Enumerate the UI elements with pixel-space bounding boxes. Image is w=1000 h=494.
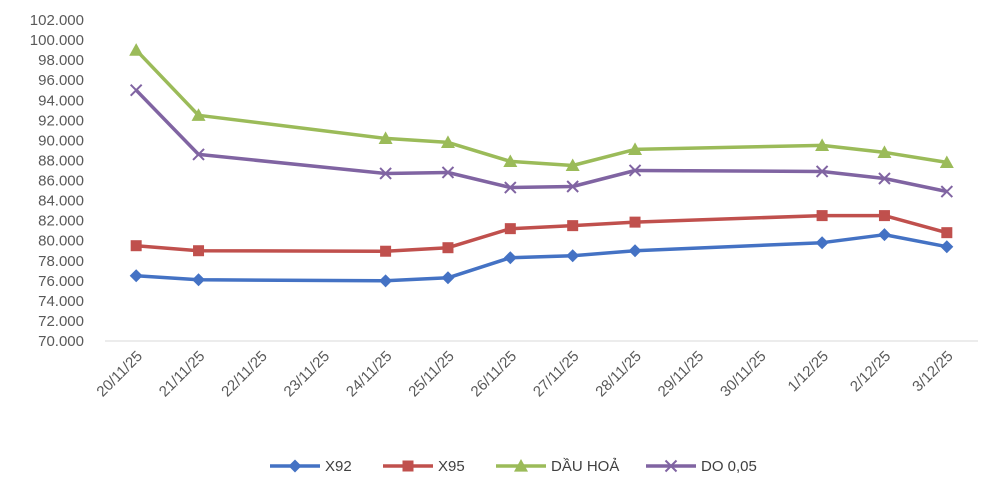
data-point-do-0-05 bbox=[628, 164, 642, 177]
legend-item: DẦU HOẢ bbox=[496, 458, 619, 475]
x-tick-label: 20/11/25 bbox=[93, 348, 146, 401]
series-line-do-0-05 bbox=[134, 88, 948, 194]
legend: X92 X95 DẦU HOẢ DO 0,05 bbox=[270, 458, 757, 475]
legend-label: DẦU HOẢ bbox=[551, 458, 619, 475]
legend-label: X92 bbox=[325, 458, 352, 475]
legend-marker bbox=[514, 459, 528, 472]
y-tick-label: 88.000 bbox=[38, 152, 84, 169]
y-tick-label: 94.000 bbox=[38, 92, 84, 109]
legend-label: DO 0,05 bbox=[701, 458, 757, 475]
data-point-do-0-05 bbox=[566, 180, 579, 193]
data-point-do-0-05 bbox=[129, 84, 143, 97]
data-point-x92 bbox=[628, 244, 642, 258]
y-axis-tick-labels: 70.000 72.000 74.000 76.000 78.000 80.000 82.0… bbox=[30, 12, 84, 350]
y-tick-label: 80.000 bbox=[38, 233, 84, 250]
data-point-d-u-ho- bbox=[628, 142, 643, 156]
x-tick-label: 23/11/25 bbox=[281, 348, 334, 401]
x-tick-label: 26/11/25 bbox=[468, 348, 521, 401]
x-tick-label: 30/11/25 bbox=[717, 348, 770, 401]
data-point-x95 bbox=[878, 210, 890, 222]
data-point-do-0-05 bbox=[504, 181, 517, 194]
data-point-x95 bbox=[504, 223, 516, 235]
x-axis-tick-labels: 20/11/25 21/11/25 22/11/25 23/11/25 24/11/25… bbox=[93, 348, 956, 401]
data-point-x92 bbox=[566, 249, 580, 263]
y-tick-label: 82.000 bbox=[38, 213, 84, 230]
data-point-x95 bbox=[193, 245, 205, 257]
legend-item: X92 bbox=[270, 458, 352, 475]
x-tick-label: 24/11/25 bbox=[343, 348, 396, 401]
series-line-d-u-ho- bbox=[134, 48, 948, 168]
x-tick-label: 21/11/25 bbox=[156, 348, 209, 401]
data-point-do-0-05 bbox=[379, 167, 392, 180]
y-tick-label: 72.000 bbox=[38, 313, 84, 330]
data-point-x92 bbox=[815, 236, 829, 250]
y-tick-label: 78.000 bbox=[38, 253, 84, 270]
x-tick-label: 25/11/25 bbox=[405, 348, 458, 401]
data-point-x92 bbox=[441, 271, 455, 285]
data-point-d-u-ho- bbox=[565, 158, 580, 172]
data-point-x95 bbox=[816, 210, 828, 222]
y-tick-label: 98.000 bbox=[38, 52, 84, 69]
y-tick-label: 92.000 bbox=[38, 112, 84, 129]
data-point-x95 bbox=[629, 216, 641, 228]
data-point-do-0-05 bbox=[192, 148, 205, 161]
series-lines bbox=[134, 48, 948, 283]
x-tick-label: 22/11/25 bbox=[218, 348, 271, 401]
data-point-do-0-05 bbox=[441, 166, 455, 179]
y-tick-label: 84.000 bbox=[38, 193, 84, 210]
data-point-do-0-05 bbox=[815, 165, 829, 178]
legend-marker bbox=[288, 459, 302, 473]
legend-label: X95 bbox=[438, 458, 465, 475]
x-tick-label: 29/11/25 bbox=[655, 348, 708, 401]
data-point-x92 bbox=[129, 269, 143, 283]
y-tick-label: 102.000 bbox=[30, 12, 84, 29]
x-tick-label: 27/11/25 bbox=[530, 348, 583, 401]
data-point-d-u-ho- bbox=[191, 108, 206, 121]
data-point-d-u-ho- bbox=[939, 155, 954, 169]
data-point-do-0-05 bbox=[878, 172, 891, 185]
y-tick-label: 74.000 bbox=[38, 293, 84, 310]
y-tick-label: 90.000 bbox=[38, 132, 84, 149]
y-tick-label: 70.000 bbox=[38, 333, 84, 350]
data-point-x95 bbox=[442, 242, 454, 254]
y-tick-label: 76.000 bbox=[38, 273, 84, 290]
series-line-x92 bbox=[136, 232, 948, 283]
legend-item: X95 bbox=[383, 458, 465, 475]
data-point-d-u-ho- bbox=[877, 145, 892, 159]
data-point-x95 bbox=[380, 245, 392, 257]
legend-item: DO 0,05 bbox=[646, 458, 757, 475]
data-point-d-u-ho- bbox=[815, 138, 830, 151]
data-point-x92 bbox=[379, 274, 393, 288]
data-point-x92 bbox=[192, 273, 206, 287]
data-point-x95 bbox=[567, 220, 579, 232]
data-point-x92 bbox=[940, 240, 954, 254]
x-tick-label: 1/12/25 bbox=[785, 348, 832, 395]
y-tick-label: 96.000 bbox=[38, 72, 84, 89]
data-point-d-u-ho- bbox=[378, 131, 393, 144]
y-tick-label: 100.000 bbox=[30, 32, 84, 49]
x-tick-label: 2/12/25 bbox=[847, 348, 894, 395]
legend-marker bbox=[402, 460, 414, 472]
data-point-x95 bbox=[130, 240, 142, 252]
series-markers bbox=[129, 43, 954, 288]
x-tick-label: 28/11/25 bbox=[592, 348, 645, 401]
data-point-x92 bbox=[503, 251, 517, 265]
data-point-d-u-ho- bbox=[503, 154, 518, 168]
data-point-x95 bbox=[941, 227, 953, 239]
legend-marker bbox=[664, 459, 678, 473]
x-tick-label: 3/12/25 bbox=[909, 348, 956, 395]
y-tick-label: 86.000 bbox=[38, 173, 84, 190]
data-point-x92 bbox=[877, 228, 891, 242]
data-point-d-u-ho- bbox=[440, 135, 455, 148]
data-point-d-u-ho- bbox=[129, 43, 144, 56]
data-point-do-0-05 bbox=[940, 185, 954, 198]
series-line-x95 bbox=[136, 213, 948, 253]
